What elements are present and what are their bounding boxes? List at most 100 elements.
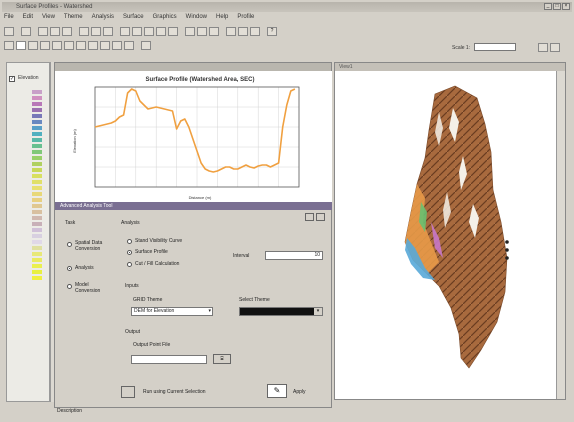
menu-view[interactable]: View (42, 14, 55, 20)
minimize-button[interactable]: _ (544, 3, 552, 10)
tool-help-button[interactable] (305, 213, 314, 221)
zoom-in-tool-icon[interactable] (40, 40, 50, 50)
layout-icon[interactable] (250, 26, 260, 36)
grid-theme-select[interactable]: DEM for Elevation ▾ (131, 307, 213, 316)
menu-theme[interactable]: Theme (63, 14, 83, 20)
browse-folder-button[interactable]: ⌸ (213, 354, 231, 364)
chart-y-axis-label: Elevation (m) (72, 129, 77, 153)
legend-swatch (32, 252, 42, 256)
zoom-out-tool-icon[interactable] (52, 40, 62, 50)
window-controls: _ □ × (544, 3, 570, 10)
select-theme-select[interactable]: ▾ (239, 307, 323, 316)
menu-analysis[interactable]: Analysis (91, 14, 114, 20)
chart-icon[interactable] (238, 26, 248, 36)
analysis-option-surface-profile: Surface Profile (135, 249, 168, 255)
map-canvas[interactable] (335, 72, 557, 396)
add-theme-icon[interactable] (21, 26, 31, 36)
coordinate-x-icon[interactable] (538, 42, 548, 52)
zoom-selected-icon[interactable] (144, 26, 154, 36)
select-theme-value (240, 308, 242, 314)
close-button[interactable]: × (562, 3, 570, 10)
menu-surface[interactable]: Surface (122, 14, 144, 20)
profile-tool-icon[interactable] (141, 40, 151, 50)
profile-chart-svg: Surface Profile (Watershed Area, SEC) El… (72, 77, 300, 200)
coordinate-buttons (538, 42, 560, 52)
theme-properties-icon[interactable] (38, 26, 48, 36)
menu-profile[interactable]: Profile (237, 14, 255, 20)
chart-x-axis-label: Distance (m) (189, 195, 212, 200)
text-tool-icon[interactable] (112, 40, 122, 50)
legend-swatch (32, 264, 42, 268)
measure-tool-icon[interactable] (76, 40, 86, 50)
legend-swatch (32, 210, 42, 214)
tool-close-button[interactable] (316, 213, 325, 221)
interval-field[interactable]: 10 (265, 251, 323, 260)
terrain-water-zone (405, 238, 435, 280)
apply-button[interactable]: ✎ (267, 384, 287, 398)
label-tool-icon[interactable] (100, 40, 110, 50)
zoom-in-icon[interactable] (156, 26, 166, 36)
open-table-icon[interactable] (62, 26, 72, 36)
legend-swatch (32, 270, 42, 274)
help-icon[interactable]: ? (267, 26, 277, 36)
map-point-marker[interactable] (505, 248, 509, 252)
menu-edit[interactable]: Edit (22, 14, 34, 20)
legend-swatch (32, 240, 42, 244)
coordinate-y-icon[interactable] (550, 42, 560, 52)
edit-legend-icon[interactable] (50, 26, 60, 36)
map-scrollbar[interactable] (556, 71, 565, 399)
pan-tool-icon[interactable] (64, 40, 74, 50)
chart-title: Surface Profile (Watershed Area, SEC) (146, 77, 255, 83)
menu-file[interactable]: File (4, 14, 14, 20)
terrain-ridge-highlights-secondary (435, 112, 451, 228)
menu-graphics[interactable]: Graphics (152, 14, 177, 20)
tool-title: Advanced Analysis Tool (60, 203, 113, 209)
task-radio-analysis[interactable] (67, 266, 72, 271)
select-by-theme-icon[interactable] (209, 26, 219, 36)
table-icon[interactable] (226, 26, 236, 36)
analysis-radio-cut-fill[interactable] (127, 262, 132, 267)
info-tool-icon[interactable] (4, 40, 14, 50)
scale-input[interactable] (474, 43, 516, 51)
current-selection-button[interactable] (121, 386, 135, 398)
task-radio-model-conversion[interactable] (67, 284, 72, 289)
map-point-marker[interactable] (505, 240, 509, 244)
analysis-radio-visibility[interactable] (127, 239, 132, 244)
draw-tool-icon[interactable] (124, 40, 134, 50)
task-radio-spatial-conversion[interactable] (67, 242, 72, 247)
output-header: Output (125, 329, 141, 335)
map-point-marker[interactable] (505, 256, 509, 260)
menu-window[interactable]: Window (185, 14, 207, 20)
terrain-ridge-highlights (449, 108, 479, 238)
locate-icon[interactable] (91, 26, 101, 36)
legend-swatch (32, 138, 42, 142)
select-features-icon[interactable] (185, 26, 195, 36)
interval-value: 10 (314, 252, 320, 258)
grid-theme-chevron-down-icon: ▾ (208, 308, 211, 314)
analysis-radio-surface-profile[interactable] (127, 250, 132, 255)
inputs-header: Inputs (125, 283, 139, 289)
zoom-out-icon[interactable] (168, 26, 178, 36)
query-icon[interactable] (79, 26, 89, 36)
menu-help[interactable]: Help (216, 14, 229, 20)
scale-label: Scale 1: (452, 45, 471, 51)
clear-selection-icon[interactable] (197, 26, 207, 36)
toc-scrollbar[interactable] (50, 62, 54, 402)
legend-swatch (32, 162, 42, 166)
pointer-tool-icon[interactable] (16, 40, 26, 50)
table-of-contents (6, 62, 50, 402)
terrain-vegetation-zone (419, 202, 427, 232)
zoom-active-icon[interactable] (132, 26, 142, 36)
vertex-edit-icon[interactable] (28, 40, 38, 50)
zoom-full-icon[interactable] (120, 26, 130, 36)
layer-visibility-checkbox[interactable]: ✓ (9, 76, 15, 82)
output-file-label: Output Point File (133, 342, 171, 348)
task-option-model-conversion: Model Conversion (75, 282, 101, 294)
output-file-field[interactable] (131, 355, 207, 364)
find-icon[interactable] (103, 26, 113, 36)
maximize-button[interactable]: □ (553, 3, 561, 10)
hotlink-tool-icon[interactable] (88, 40, 98, 50)
chart-series-line (94, 88, 296, 173)
output-file-value (132, 356, 134, 362)
save-icon[interactable] (4, 26, 14, 36)
